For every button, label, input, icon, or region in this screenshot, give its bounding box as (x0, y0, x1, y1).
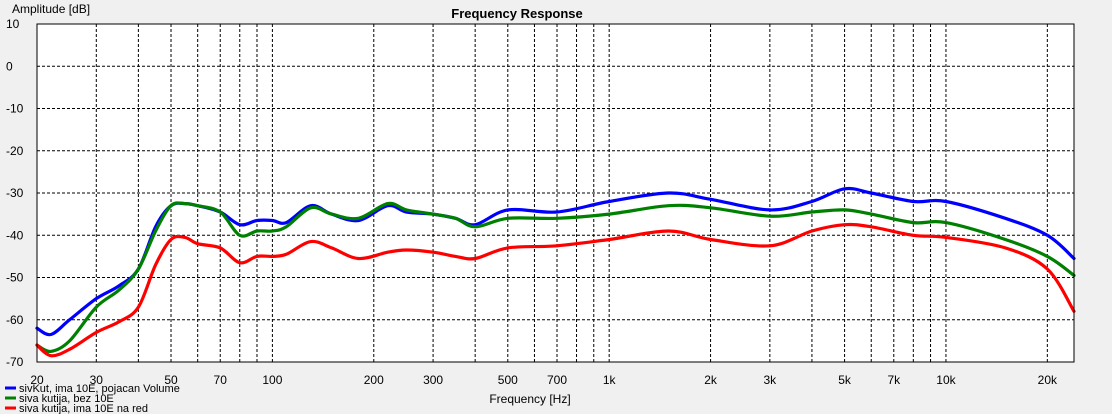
y-axis-label: Amplitude [dB] (12, 2, 90, 16)
y-tick-label: -70 (6, 355, 24, 369)
x-tick-label: 300 (423, 373, 443, 387)
x-tick-label: 7k (887, 373, 901, 387)
legend-label: siva kutija, ima 10E na red (19, 403, 148, 414)
x-tick-label: 20k (1038, 373, 1058, 387)
y-tick-label: -40 (6, 228, 24, 242)
y-tick-label: 10 (6, 17, 20, 31)
legend-label: sivKut, ima 10E, pojacan Volume (19, 383, 180, 395)
series-line (35, 201, 1076, 354)
chart-title: Frequency Response (451, 6, 583, 21)
x-tick-label: 2k (704, 373, 718, 387)
x-tick-label: 30 (90, 373, 104, 387)
x-tick-label: 3k (764, 373, 778, 387)
y-tick-label: -60 (6, 313, 24, 327)
x-tick-label: 20 (30, 373, 44, 387)
y-tick-label: 0 (6, 59, 13, 73)
x-tick-label: 10k (936, 373, 956, 387)
x-tick-label: 1k (603, 373, 617, 387)
y-tick-label: -20 (6, 144, 24, 158)
x-axis-label: Frequency [Hz] (489, 392, 570, 406)
plot-frame (36, 23, 1075, 363)
grid-lines (37, 24, 1074, 362)
y-tick-label: -10 (6, 102, 24, 116)
x-tick-label: 50 (164, 373, 178, 387)
series-line (35, 186, 1076, 337)
legend-label: siva kutija, bez 10E (19, 393, 114, 405)
y-tick-label: -50 (6, 271, 24, 285)
x-tick-label: 100 (262, 373, 282, 387)
y-tick-label: -30 (6, 186, 24, 200)
x-tick-label: 200 (364, 373, 384, 387)
x-tick-label: 700 (547, 373, 567, 387)
series-line (35, 222, 1076, 358)
x-tick-label: 5k (838, 373, 852, 387)
x-tick-label: 70 (214, 373, 228, 387)
series-lines (35, 186, 1076, 358)
x-tick-label: 500 (498, 373, 518, 387)
